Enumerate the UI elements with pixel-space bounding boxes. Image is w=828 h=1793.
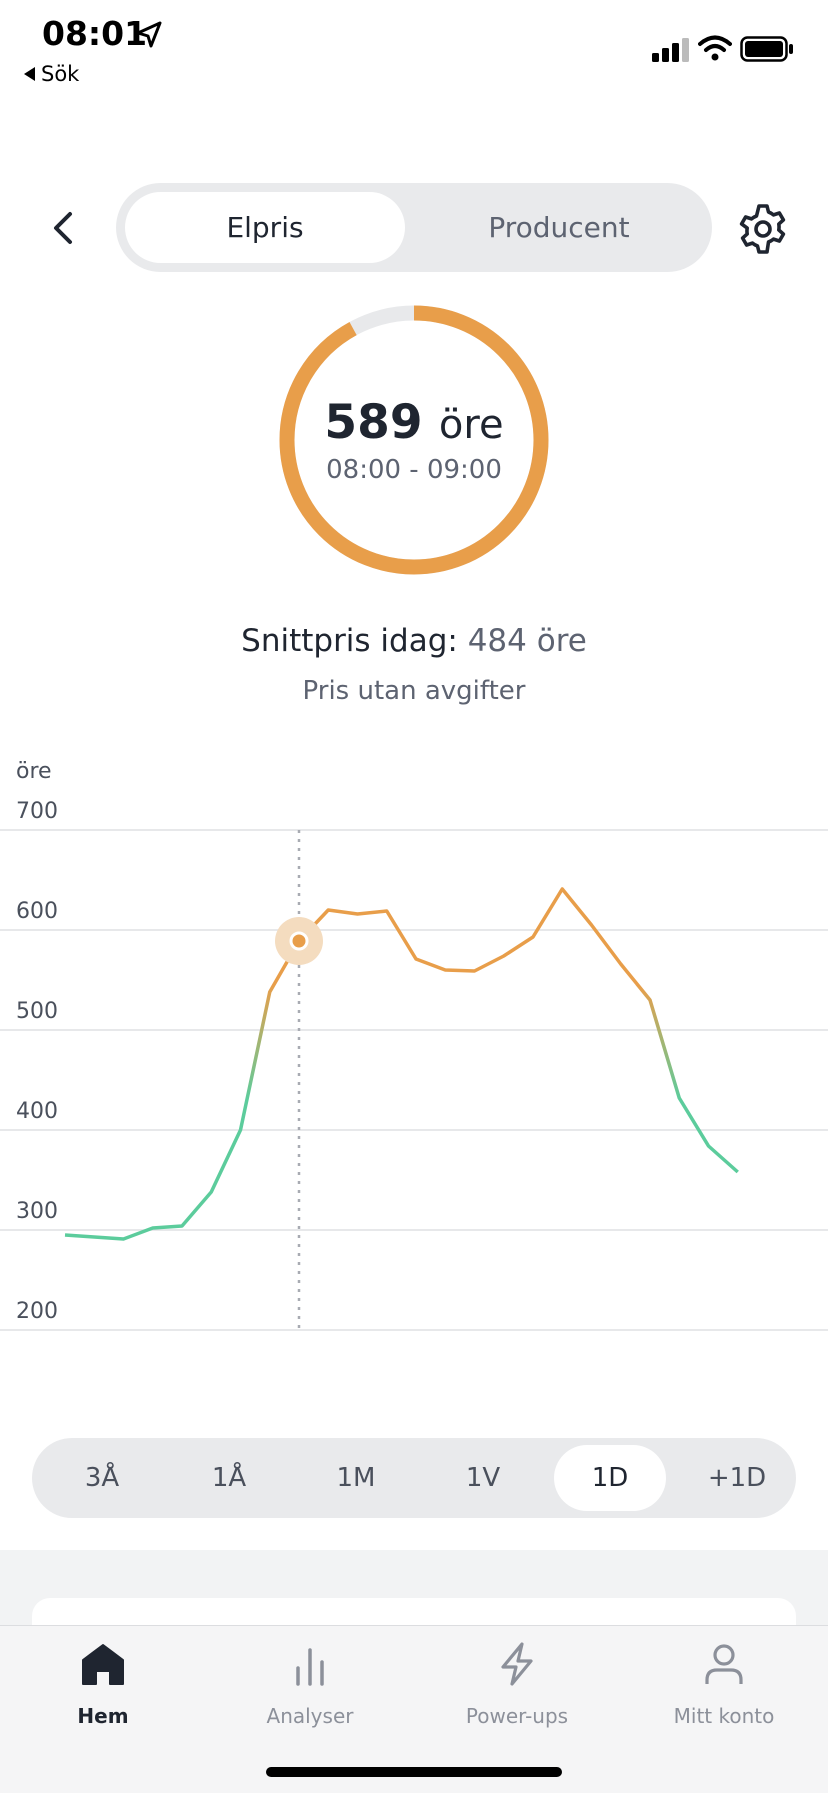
data-point[interactable] <box>699 1136 719 1156</box>
battery-icon <box>740 36 793 62</box>
data-point[interactable] <box>55 1225 75 1245</box>
tab-mitt-konto-label: Mitt konto <box>673 1704 775 1728</box>
x-tick-label: 24 <box>753 1349 781 1350</box>
data-point[interactable] <box>84 1227 104 1247</box>
back-triangle-icon <box>24 67 35 81</box>
home-icon <box>82 1644 124 1685</box>
x-tick-label: 10 <box>344 1349 372 1350</box>
current-point[interactable] <box>289 931 309 951</box>
period-option[interactable]: 1V <box>465 1463 501 1493</box>
tab-bar <box>0 1625 828 1793</box>
y-tick-label: 600 <box>16 899 58 924</box>
average-price-value: 484 öre <box>467 623 587 659</box>
tab-home-label: Hem <box>77 1704 129 1728</box>
period-option[interactable]: 1M <box>336 1463 376 1493</box>
chevron-left-icon <box>54 212 72 244</box>
current-price-value: 589 <box>324 395 423 450</box>
data-point[interactable] <box>523 927 543 947</box>
current-time-range: 08:00 - 09:00 <box>326 455 502 485</box>
x-tick-label: 18 <box>578 1349 606 1350</box>
average-price-label: Snittpris idag: <box>241 623 458 659</box>
period-option[interactable]: 1Å <box>211 1463 247 1493</box>
price-gauge <box>279 305 549 575</box>
tab-power-ups[interactable]: Power-ups <box>427 1640 607 1740</box>
data-point[interactable] <box>114 1229 134 1249</box>
x-tick-label: 02 <box>110 1349 138 1350</box>
data-point[interactable] <box>201 1182 221 1202</box>
data-point[interactable] <box>728 1162 748 1182</box>
x-tick-label: 04 <box>168 1349 196 1350</box>
x-tick-label: 06 <box>227 1349 255 1350</box>
y-tick-label: 200 <box>16 1299 58 1324</box>
x-tick-label: 00 <box>51 1349 79 1350</box>
data-point[interactable] <box>669 1088 689 1108</box>
period-selector: 3Å 1Å 1M 1V 1D +1D <box>32 1438 796 1518</box>
data-point[interactable] <box>611 954 631 974</box>
person-icon <box>705 1644 743 1684</box>
gear-icon[interactable] <box>736 202 790 256</box>
x-tick-label: 20 <box>636 1349 664 1350</box>
tab-mitt-konto[interactable]: Mitt konto <box>634 1640 814 1740</box>
data-point[interactable] <box>260 982 280 1002</box>
data-point[interactable] <box>640 990 660 1010</box>
status-time: 08:01 <box>42 14 148 53</box>
period-option[interactable]: 3Å <box>84 1463 120 1493</box>
gauge-fill <box>279 305 549 575</box>
data-point[interactable] <box>435 960 455 980</box>
data-point[interactable] <box>143 1218 163 1238</box>
data-point[interactable] <box>172 1216 192 1236</box>
data-point[interactable] <box>318 900 338 920</box>
data-point[interactable] <box>406 949 426 969</box>
y-tick-label: 400 <box>16 1099 58 1124</box>
segmented-control: Elpris Producent <box>116 183 712 272</box>
back-button[interactable] <box>38 202 90 254</box>
data-point[interactable] <box>348 904 368 924</box>
data-point[interactable] <box>231 1120 251 1140</box>
tab-home[interactable]: Hem <box>13 1640 193 1740</box>
tab-analyser[interactable]: Analyser <box>220 1640 400 1740</box>
x-tick-label: 14 <box>461 1349 489 1350</box>
x-tick-label: 12 <box>402 1349 430 1350</box>
x-tick-label: 22 <box>695 1349 723 1350</box>
data-point[interactable] <box>582 915 602 935</box>
data-point[interactable] <box>377 901 397 921</box>
lightning-icon <box>501 1642 533 1686</box>
x-tick-label: 16 <box>519 1349 547 1350</box>
location-arrow-icon <box>136 21 162 48</box>
data-point[interactable] <box>552 879 572 899</box>
y-tick-label: 300 <box>16 1199 58 1224</box>
data-point[interactable] <box>465 961 485 981</box>
tab-elpris[interactable]: Elpris <box>125 192 405 263</box>
y-tick-label: 700 <box>16 799 58 824</box>
price-chart[interactable]: öre 700 600 500 400 300 200 00 02 04 06 08 10 12 14 1… <box>0 750 828 1350</box>
back-to-app-link[interactable]: Sök <box>24 62 79 86</box>
price-line <box>64 887 739 1241</box>
home-indicator <box>266 1767 562 1777</box>
period-option[interactable]: 1D <box>554 1445 666 1511</box>
y-tick-label: 500 <box>16 999 58 1024</box>
price-note: Pris utan avgifter <box>302 676 526 706</box>
tab-power-ups-label: Power-ups <box>465 1704 569 1728</box>
tab-analyser-label: Analyser <box>266 1704 354 1728</box>
current-price: 589 öre <box>274 395 554 450</box>
average-price: Snittpris idag: 484 öre <box>0 623 828 659</box>
x-tick-label: 08 <box>285 1349 313 1350</box>
data-point[interactable] <box>494 946 514 966</box>
bar-chart-icon <box>296 1648 324 1686</box>
back-app-label: Sök <box>41 62 80 86</box>
current-price-unit: öre <box>438 402 504 448</box>
y-axis-label: öre <box>16 759 52 784</box>
tab-producent[interactable]: Producent <box>488 211 630 244</box>
cellular-signal-icon <box>652 38 689 62</box>
wifi-icon <box>698 35 732 61</box>
period-option[interactable]: +1D <box>707 1463 767 1493</box>
